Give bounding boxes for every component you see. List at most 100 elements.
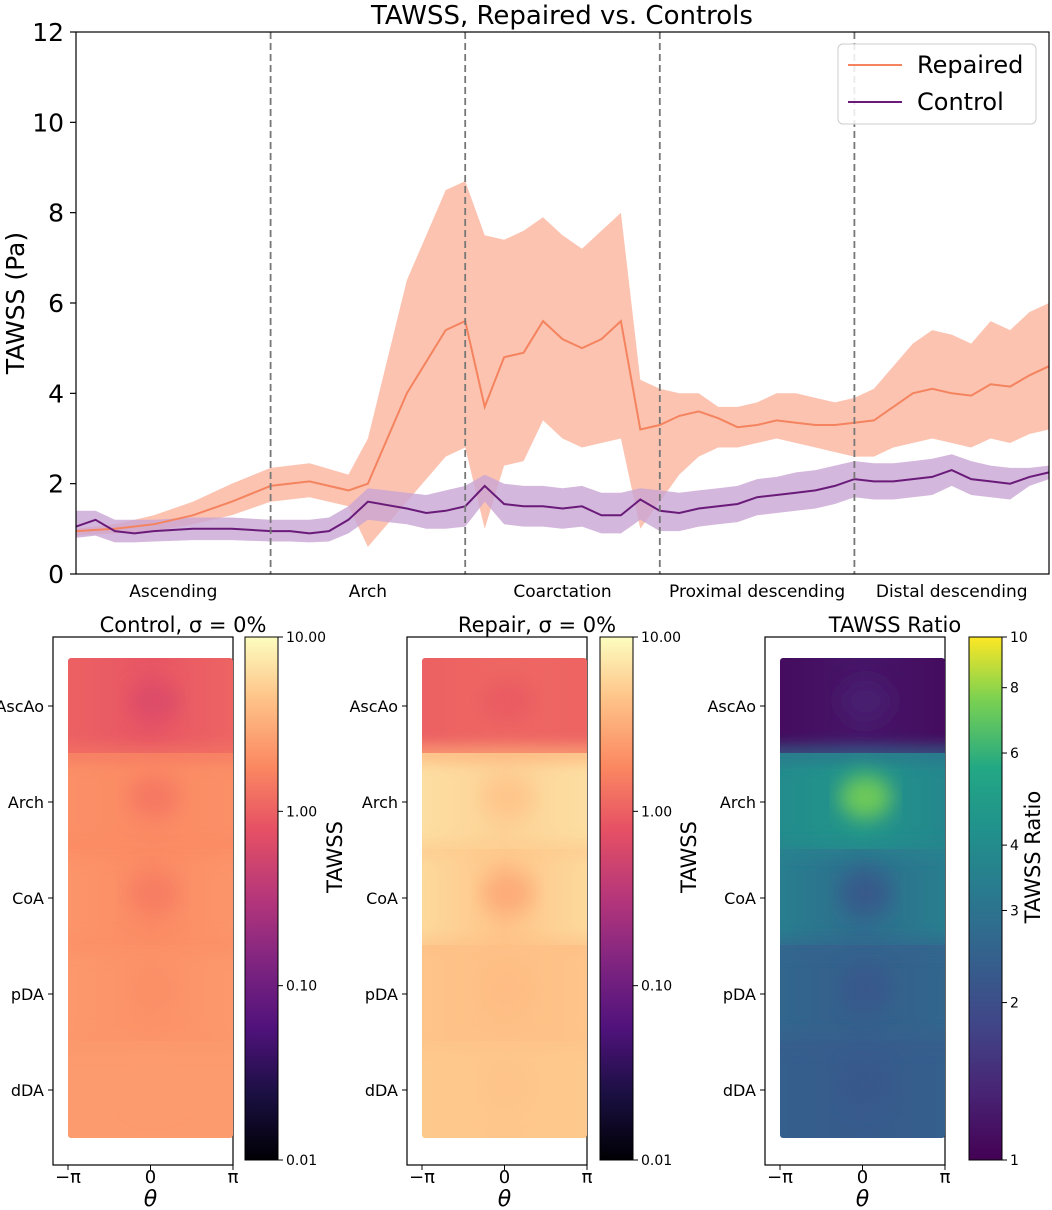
y-tick-label: CoA [12,889,44,908]
y-tick-label: 0 [48,560,64,589]
x-tick-label: π [228,1167,239,1188]
heatmap-spots [839,679,892,1108]
colorbar-tick-label: 0.01 [641,1153,672,1169]
y-tick-label: AscAo [0,697,44,716]
band-control [76,454,1049,543]
colorbar-tick-label: 2 [1010,996,1019,1012]
heatmap-spot [481,775,534,820]
colorbar-tick-label: 1 [1010,1153,1019,1169]
colorbar [244,636,279,1161]
y-tick-label: 6 [48,289,64,318]
colorbar-tick-label: 0.10 [641,979,672,995]
segment-label: Ascending [129,582,217,602]
y-tick-label: AscAo [707,697,756,716]
heatmap-spots [127,679,180,1108]
line-chart: TAWSS, Repaired vs. Controls TAWSS (Pa) … [1,1,1050,602]
confidence-bands [76,181,1049,547]
colorbar-tick-label: 4 [1010,838,1019,854]
y-tick-label: Arch [720,793,756,812]
colorbar-tick-label: 10 [1010,630,1028,646]
colorbar-tick-label: 0.10 [286,979,317,995]
heatmap-panel-1: Control, σ = 0% AscAo Arch CoA pDA dDA −π 0 π θ 10… [0,613,347,1210]
y-tick-label: pDA [11,985,44,1004]
colorbar-tick-label: 10.00 [286,630,326,646]
colorbar-label: TAWSS Ratio [1021,791,1045,924]
x-tick-label: −π [767,1167,793,1188]
x-tick-label: π [940,1167,951,1188]
y-tick-label: dDA [365,1081,398,1100]
colorbar-tick-label: 8 [1010,681,1019,697]
line-repaired [75,319,1050,533]
heatmap-spot [127,679,180,724]
x-axis-label: θ [144,1187,158,1210]
colorbar [968,636,1003,1161]
x-tick-label: 0 [857,1167,868,1188]
heatmap-area [780,658,945,1138]
heatmap-spot [839,775,892,820]
segment-label: Coarctation [513,582,611,602]
x-tick-label: −π [409,1167,435,1188]
heatmap-spot [127,967,180,1012]
segment-labels: Ascending Arch Coarctation Proximal descend… [129,582,1027,602]
heatmap-panel-2: Repair, σ = 0% AscAo Arch CoA pDA dDA −π 0 π θ 10.… [349,613,701,1210]
heatmap-spot [127,775,180,820]
y-tick-label: 12 [32,18,64,47]
colorbar-tick-label: 1.00 [641,804,672,820]
legend: Repaired Control [837,43,1037,125]
y-tick-label: Arch [362,793,398,812]
y-tick-label: CoA [366,889,398,908]
segment-label: Proximal descending [669,582,845,602]
heatmap-spot [481,679,534,724]
x-tick-label: 0 [145,1167,156,1188]
legend-label-control: Control [917,88,1004,116]
chart-title: TAWSS, Repaired vs. Controls [370,1,753,31]
colorbar-tick-label: 10.00 [641,630,681,646]
heatmap-panel-3: TAWSS Ratio AscAo Arch CoA pDA dDA −π 0 π θ 10 8 6 4 3… [707,613,1045,1210]
y-tick-label: CoA [724,889,756,908]
colorbar [599,636,634,1161]
heatmap-spot [481,871,534,916]
panel-title: Repair, σ = 0% [458,613,616,637]
x-axis-label: θ [856,1187,870,1210]
y-tick-label: 10 [32,108,64,137]
y-tick-label: dDA [723,1081,756,1100]
y-tick-label: 4 [48,379,64,408]
y-tick-label: dDA [11,1081,44,1100]
panel-title: TAWSS Ratio [828,613,961,637]
y-tick-label: 2 [48,470,64,499]
x-tick-label: −π [55,1167,81,1188]
heatmap-spot [481,1063,534,1108]
y-axis-ticks: 0 2 4 6 8 10 12 [32,18,76,589]
y-tick-label: pDA [723,985,756,1004]
legend-label-repaired: Repaired [917,51,1023,79]
heatmap-spot [839,679,892,724]
y-tick-label: 8 [48,199,64,228]
heatmap-blend [68,744,233,1052]
colorbar-label: TAWSS [323,821,347,894]
colorbar-tick-label: 6 [1010,746,1019,762]
colorbar-tick-label: 1.00 [286,804,317,820]
y-axis-label: TAWSS (Pa) [1,232,30,375]
heatmap-spot [481,967,534,1012]
heatmap-area [68,658,233,1138]
colorbar-label: TAWSS [677,821,701,894]
heatmap-spot [839,871,892,916]
heatmap-spot [839,1063,892,1108]
y-tick-label: AscAo [349,697,398,716]
segment-label: Arch [349,582,387,602]
x-tick-label: π [582,1167,593,1188]
y-tick-label: pDA [365,985,398,1004]
heatmap-spot [839,967,892,1012]
series-lines [75,319,1050,535]
heatmap-blend [422,744,587,1052]
panel-title: Control, σ = 0% [100,613,267,637]
y-tick-label: Arch [8,793,44,812]
heatmap-blend [780,744,945,1052]
band-repaired [76,181,1049,547]
x-axis-label: θ [498,1187,512,1210]
heatmap-spot [127,1063,180,1108]
colorbar-tick-label: 0.01 [286,1153,317,1169]
x-tick-label: 0 [499,1167,510,1188]
